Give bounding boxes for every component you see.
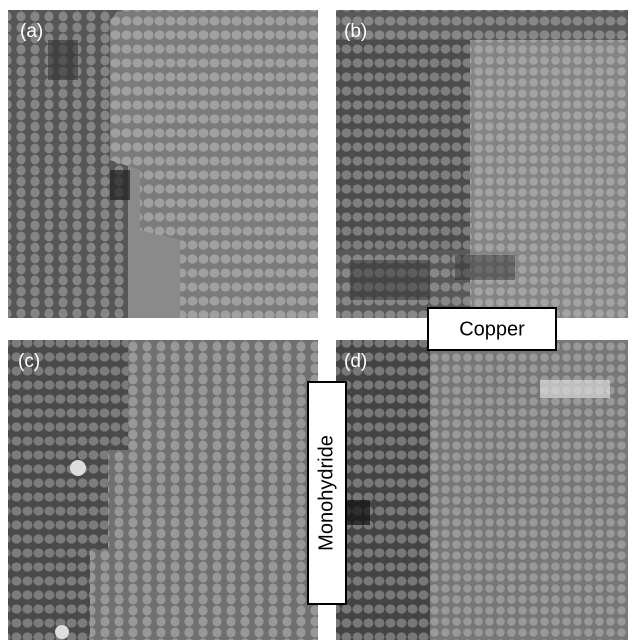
panel-b [336, 10, 628, 318]
panel-label: (a) [20, 21, 43, 42]
panel-d [336, 340, 628, 640]
panel-label: (d) [344, 351, 367, 372]
panel-a [8, 10, 318, 318]
annotation: Copper [459, 318, 525, 340]
panel-label: (b) [344, 21, 367, 42]
panel-c [8, 340, 318, 640]
panel-label: (c) [18, 351, 40, 372]
figure: (a) (b) (c) (d) Copper Monohydride [0, 0, 636, 644]
annotation: Monohydride [315, 435, 337, 551]
